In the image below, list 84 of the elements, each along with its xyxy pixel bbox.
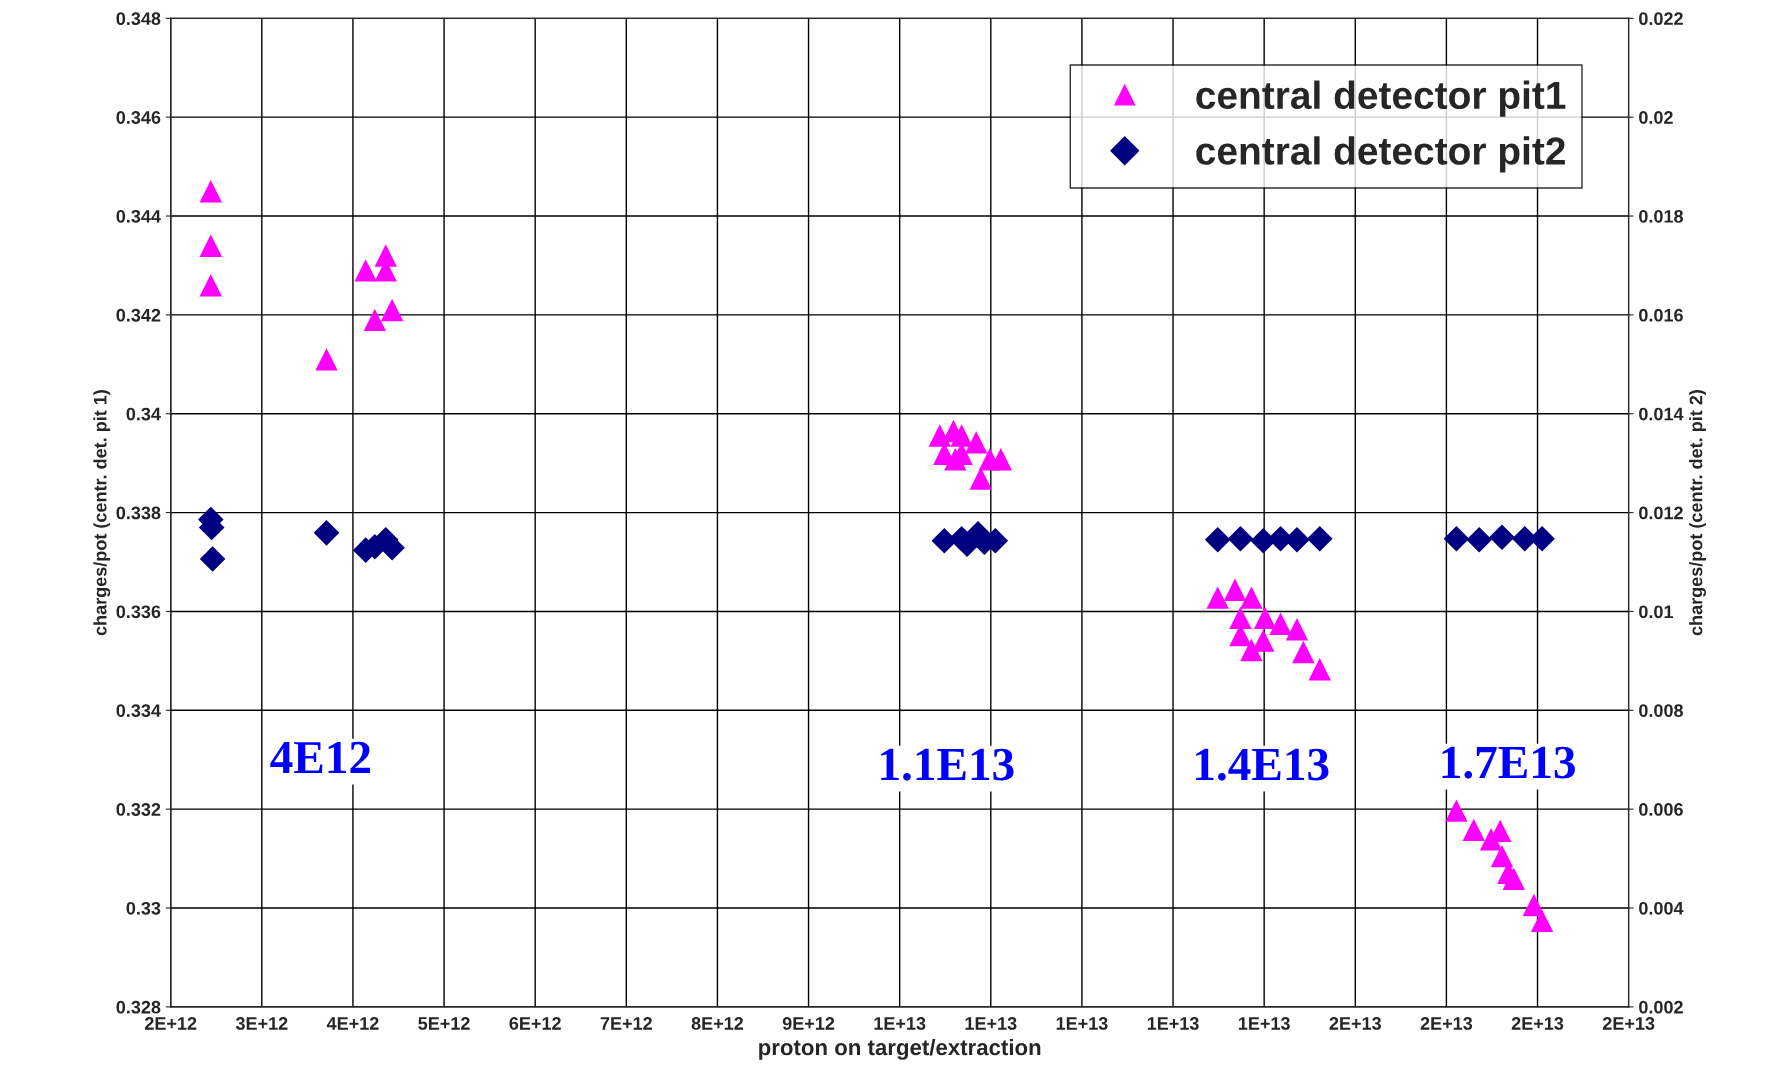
point — [1466, 526, 1493, 553]
point — [1252, 629, 1275, 652]
point — [380, 298, 404, 322]
point — [1443, 525, 1470, 552]
point — [1240, 638, 1263, 662]
annotation: 1.7E13 — [1442, 746, 1575, 779]
x-tick-label: 2E+12 — [144, 1017, 197, 1030]
y2-tick-label: 0.014 — [1639, 407, 1684, 421]
y-tick-label: 0.328 — [116, 1000, 161, 1014]
x-tick-label: 2E+13 — [1329, 1017, 1381, 1030]
x-tick-label: 2E+13 — [1602, 1017, 1655, 1030]
x-tick-label: 4E+12 — [326, 1017, 379, 1030]
y-tick-label: 0.342 — [116, 308, 161, 322]
x-tick-label: 2E+13 — [1420, 1017, 1473, 1030]
x-tick-label: 1E+13 — [1056, 1017, 1108, 1030]
y2-tick-label: 0.002 — [1639, 1000, 1683, 1014]
point — [965, 431, 988, 454]
annotation: 1.1E13 — [881, 748, 1014, 781]
y-tick-label: 0.344 — [116, 209, 161, 223]
point — [315, 348, 338, 371]
x-tick-label: 6E+12 — [509, 1017, 561, 1030]
point — [1285, 618, 1309, 641]
x-tick-label: 5E+12 — [418, 1017, 470, 1030]
point — [1306, 525, 1333, 552]
point — [1223, 578, 1247, 601]
x-tick-label: 1E+13 — [965, 1017, 1017, 1030]
x-tick-label: 8E+12 — [691, 1017, 744, 1030]
y2-tick-label: 0.01 — [1639, 605, 1674, 619]
y-tick-label: 0.338 — [116, 506, 161, 520]
point — [1445, 799, 1468, 822]
point — [199, 274, 222, 297]
point — [1292, 640, 1315, 664]
point — [989, 448, 1013, 471]
y-tick-label: 0.348 — [116, 12, 161, 26]
point — [944, 448, 967, 471]
point — [950, 424, 973, 447]
point — [1206, 586, 1229, 609]
y-tick-label: 0.33 — [126, 901, 161, 915]
y2-axis-title: charges/pot (centr. det. pit 2) — [1689, 390, 1707, 636]
point — [1204, 526, 1231, 553]
point — [313, 520, 340, 546]
point — [1229, 606, 1252, 630]
y2-tick-label: 0.02 — [1639, 111, 1673, 124]
point — [199, 180, 222, 203]
x-tick-label: 1E+13 — [874, 1017, 926, 1030]
y-tick-label: 0.336 — [116, 605, 161, 619]
y-axis-title: charges/pot (centr. det. pit 1) — [93, 390, 111, 636]
x-tick-label: 1E+13 — [1147, 1017, 1199, 1030]
x-axis-title: proton on target/extraction — [759, 1038, 1041, 1060]
y2-tick-label: 0.016 — [1639, 308, 1683, 322]
y2-tick-label: 0.012 — [1639, 506, 1683, 520]
y-tick-label: 0.34 — [126, 407, 161, 421]
point — [199, 546, 226, 572]
point — [1269, 612, 1292, 635]
x-tick-label: 1E+13 — [1238, 1017, 1290, 1030]
point — [1530, 909, 1554, 933]
y-tick-label: 0.346 — [116, 111, 161, 124]
x-tick-label: 9E+12 — [782, 1017, 835, 1030]
legend-label: central detector pit2 — [1196, 136, 1565, 173]
annotation: 4E12 — [270, 741, 370, 774]
point — [1489, 524, 1515, 551]
point — [1490, 844, 1514, 868]
y-tick-label: 0.332 — [116, 803, 161, 816]
point — [354, 259, 377, 282]
point — [969, 467, 992, 490]
y2-tick-label: 0.022 — [1639, 12, 1683, 26]
x-tick-label: 7E+12 — [600, 1017, 652, 1030]
point — [1308, 658, 1331, 681]
point — [1227, 525, 1254, 552]
point — [1253, 606, 1277, 630]
annotation: 1.4E13 — [1196, 748, 1329, 781]
point — [1502, 867, 1526, 891]
y2-tick-label: 0.006 — [1639, 803, 1683, 816]
point — [1240, 586, 1263, 609]
point — [363, 308, 386, 332]
x-tick-label: 3E+12 — [235, 1017, 288, 1030]
point — [1462, 818, 1485, 842]
y2-tick-label: 0.004 — [1639, 901, 1684, 915]
y2-tick-label: 0.018 — [1639, 209, 1683, 223]
legend-label: central detector pit1 — [1196, 80, 1566, 117]
y2-tick-label: 0.008 — [1639, 704, 1683, 718]
y-tick-label: 0.334 — [116, 704, 161, 718]
x-tick-label: 2E+13 — [1511, 1017, 1564, 1030]
point — [199, 234, 222, 257]
